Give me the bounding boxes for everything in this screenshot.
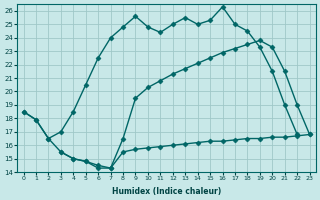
X-axis label: Humidex (Indice chaleur): Humidex (Indice chaleur) — [112, 187, 221, 196]
